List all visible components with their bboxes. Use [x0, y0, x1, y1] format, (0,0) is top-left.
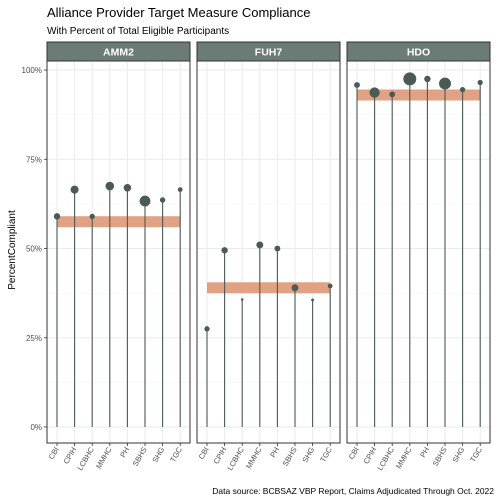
facet-strip-label: HDO: [407, 47, 430, 59]
panel-background: [347, 61, 490, 443]
panel-border: [46, 60, 191, 444]
x-tick-label: PH: [418, 446, 431, 460]
panel-border: [196, 60, 341, 444]
lollipop-point: [221, 247, 228, 254]
y-tick-label: 100%: [22, 66, 42, 75]
x-tick-label: PH: [118, 446, 131, 460]
x-tick-label: CPIH: [212, 446, 229, 466]
lollipop-point: [70, 185, 79, 194]
target-band: [357, 89, 481, 101]
lollipop-point: [240, 298, 244, 301]
x-tick-label: LCBHC: [375, 445, 396, 472]
x-tick-label: TGC: [318, 445, 334, 464]
y-tick-label: 75%: [26, 155, 42, 164]
lollipop-point: [477, 79, 483, 86]
lollipop-point: [274, 245, 281, 252]
lollipop-point: [123, 184, 132, 192]
lollipop-point: [327, 283, 333, 289]
x-tick-label: SBHS: [131, 446, 149, 468]
panel-border: [346, 60, 491, 444]
y-axis-title: PercentCompliant: [7, 210, 18, 290]
lollipop-point: [311, 298, 315, 302]
x-tick-label: MMHC: [394, 445, 414, 470]
x-tick-label: LCBHC: [75, 445, 96, 472]
x-tick-label: CBI: [347, 446, 361, 461]
target-band: [57, 216, 181, 228]
lollipop-point: [354, 82, 360, 88]
panel-background: [197, 61, 340, 443]
lollipop-point: [369, 87, 380, 98]
x-tick-label: PH: [268, 446, 281, 460]
y-tick-label: 0%: [30, 423, 42, 432]
x-tick-label: CBI: [47, 446, 61, 461]
lollipop-point: [403, 72, 417, 86]
x-tick-label: SHG: [300, 445, 316, 464]
x-tick-label: CPIH: [362, 446, 379, 466]
lollipop-point: [89, 213, 95, 220]
lollipop-point: [159, 197, 166, 203]
x-tick-label: SBHS: [281, 446, 299, 468]
chart-subtitle: With Percent of Total Eligible Participa…: [47, 26, 229, 37]
y-tick-label: 50%: [26, 245, 42, 254]
x-tick-label: MMHC: [94, 445, 114, 470]
x-tick-label: SBHS: [431, 446, 449, 468]
lollipop-point: [439, 77, 451, 90]
lollipop-point: [139, 195, 151, 207]
x-tick-label: LCBHC: [225, 445, 246, 472]
lollipop-point: [177, 187, 183, 192]
y-tick-label: 25%: [26, 334, 42, 343]
lollipop-point: [424, 75, 431, 83]
x-tick-label: SHG: [150, 445, 166, 464]
chart-caption: Data source: BCBSAZ VBP Report, Claims A…: [212, 486, 494, 496]
lollipop-point: [204, 326, 210, 332]
lollipop-point: [389, 91, 396, 98]
facet-strip-label: FUH7: [255, 47, 283, 59]
facet-strip-label: AMM2: [103, 47, 134, 59]
x-tick-label: SHG: [450, 445, 466, 464]
x-tick-label: TGC: [168, 445, 184, 464]
lollipop-point: [53, 213, 61, 220]
y-axis-ticks: 0% 25% 50% 75% 100%: [22, 66, 47, 432]
x-tick-label: CBI: [197, 446, 211, 461]
lollipop-point: [291, 284, 299, 292]
chart-title: Alliance Provider Target Measure Complia…: [47, 5, 311, 20]
x-tick-label: MMHC: [244, 445, 264, 470]
lollipop-point: [459, 86, 466, 93]
panel-background: [47, 61, 190, 443]
x-tick-label: CPIH: [62, 446, 79, 466]
lollipop-point: [256, 241, 264, 249]
lollipop-point: [105, 181, 115, 191]
x-tick-label: TGC: [468, 445, 484, 464]
target-band: [207, 282, 331, 294]
